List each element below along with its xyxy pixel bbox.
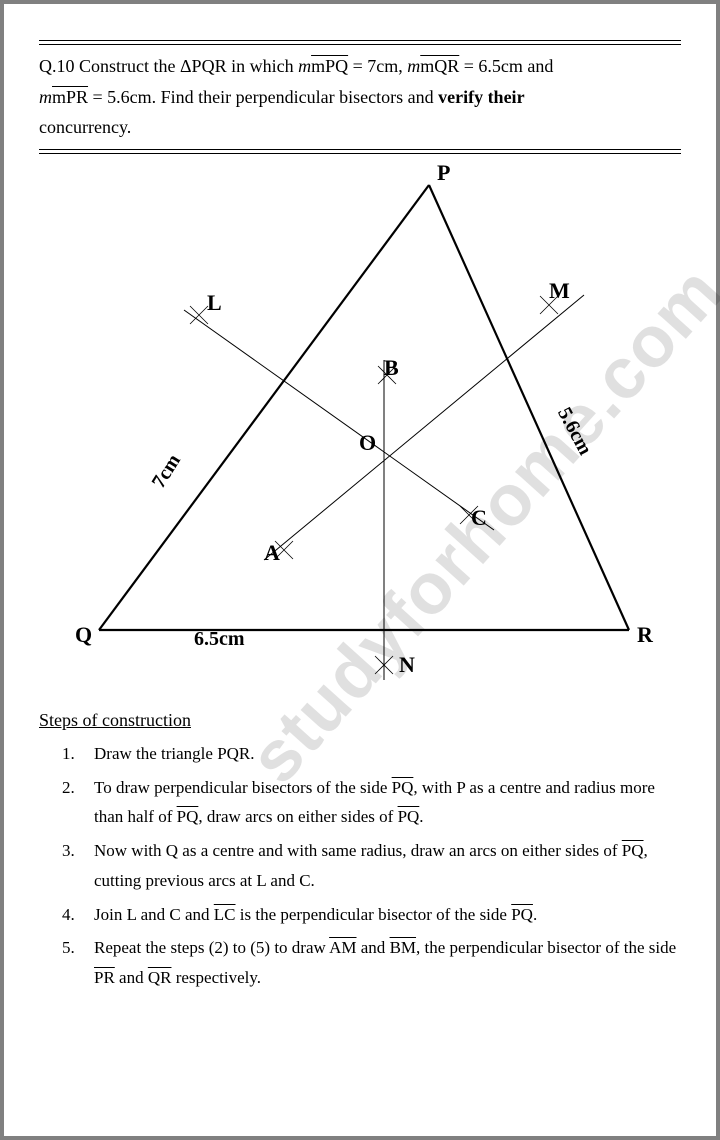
step-number: 1. <box>62 739 75 769</box>
step-number: 5. <box>62 933 75 963</box>
step-number: 3. <box>62 836 75 866</box>
step-item: 2.To draw perpendicular bisectors of the… <box>94 773 681 833</box>
question-text: Q.10 Construct the ΔPQR in which mmPQ = … <box>39 51 681 143</box>
label-r: R <box>637 622 653 648</box>
label-q: Q <box>75 622 92 648</box>
step-number: 4. <box>62 900 75 930</box>
step-item: 3.Now with Q as a centre and with same r… <box>94 836 681 896</box>
label-c: C <box>471 505 487 531</box>
label-o: O <box>359 430 376 456</box>
q-m3var: mPR <box>52 87 88 107</box>
step-text: Draw the triangle PQR. <box>94 744 255 763</box>
step-text: Now with Q as a centre and with same rad… <box>94 841 648 890</box>
step-item: 4.Join L and C and LC is the perpendicul… <box>94 900 681 930</box>
q-verify: verify their <box>438 87 524 107</box>
step-item: 5.Repeat the steps (2) to (5) to draw AM… <box>94 933 681 993</box>
label-qr-len: 6.5cm <box>194 628 245 651</box>
q-m3val: = 5.6cm. Find their perpendicular bisect… <box>88 87 438 107</box>
steps-heading: Steps of construction <box>39 710 681 731</box>
label-a: A <box>264 540 280 566</box>
q-m1var: mPQ <box>311 56 348 76</box>
label-m: M <box>549 278 570 304</box>
label-p: P <box>437 160 450 186</box>
q-prefix: Q.10 Construct the ΔPQR in which <box>39 56 298 76</box>
label-b: B <box>384 355 399 381</box>
step-number: 2. <box>62 773 75 803</box>
label-n: N <box>399 652 415 678</box>
steps-list: 1.Draw the triangle PQR.2.To draw perpen… <box>39 739 681 993</box>
q-m1val: = 7cm, <box>348 56 407 76</box>
q-tail: concurrency. <box>39 117 131 137</box>
q-m2var: mQR <box>420 56 459 76</box>
top-rule <box>39 40 681 45</box>
step-item: 1.Draw the triangle PQR. <box>94 739 681 769</box>
mid-rule <box>39 149 681 154</box>
label-l: L <box>207 290 222 316</box>
triangle-diagram: P Q R L M B O C A N 7cm 5.6cm 6.5cm <box>39 160 681 700</box>
step-text: Join L and C and LC is the perpendicular… <box>94 905 537 924</box>
step-text: To draw perpendicular bisectors of the s… <box>94 778 655 827</box>
step-text: Repeat the steps (2) to (5) to draw AM a… <box>94 938 676 987</box>
q-m2val: = 6.5cm and <box>459 56 553 76</box>
